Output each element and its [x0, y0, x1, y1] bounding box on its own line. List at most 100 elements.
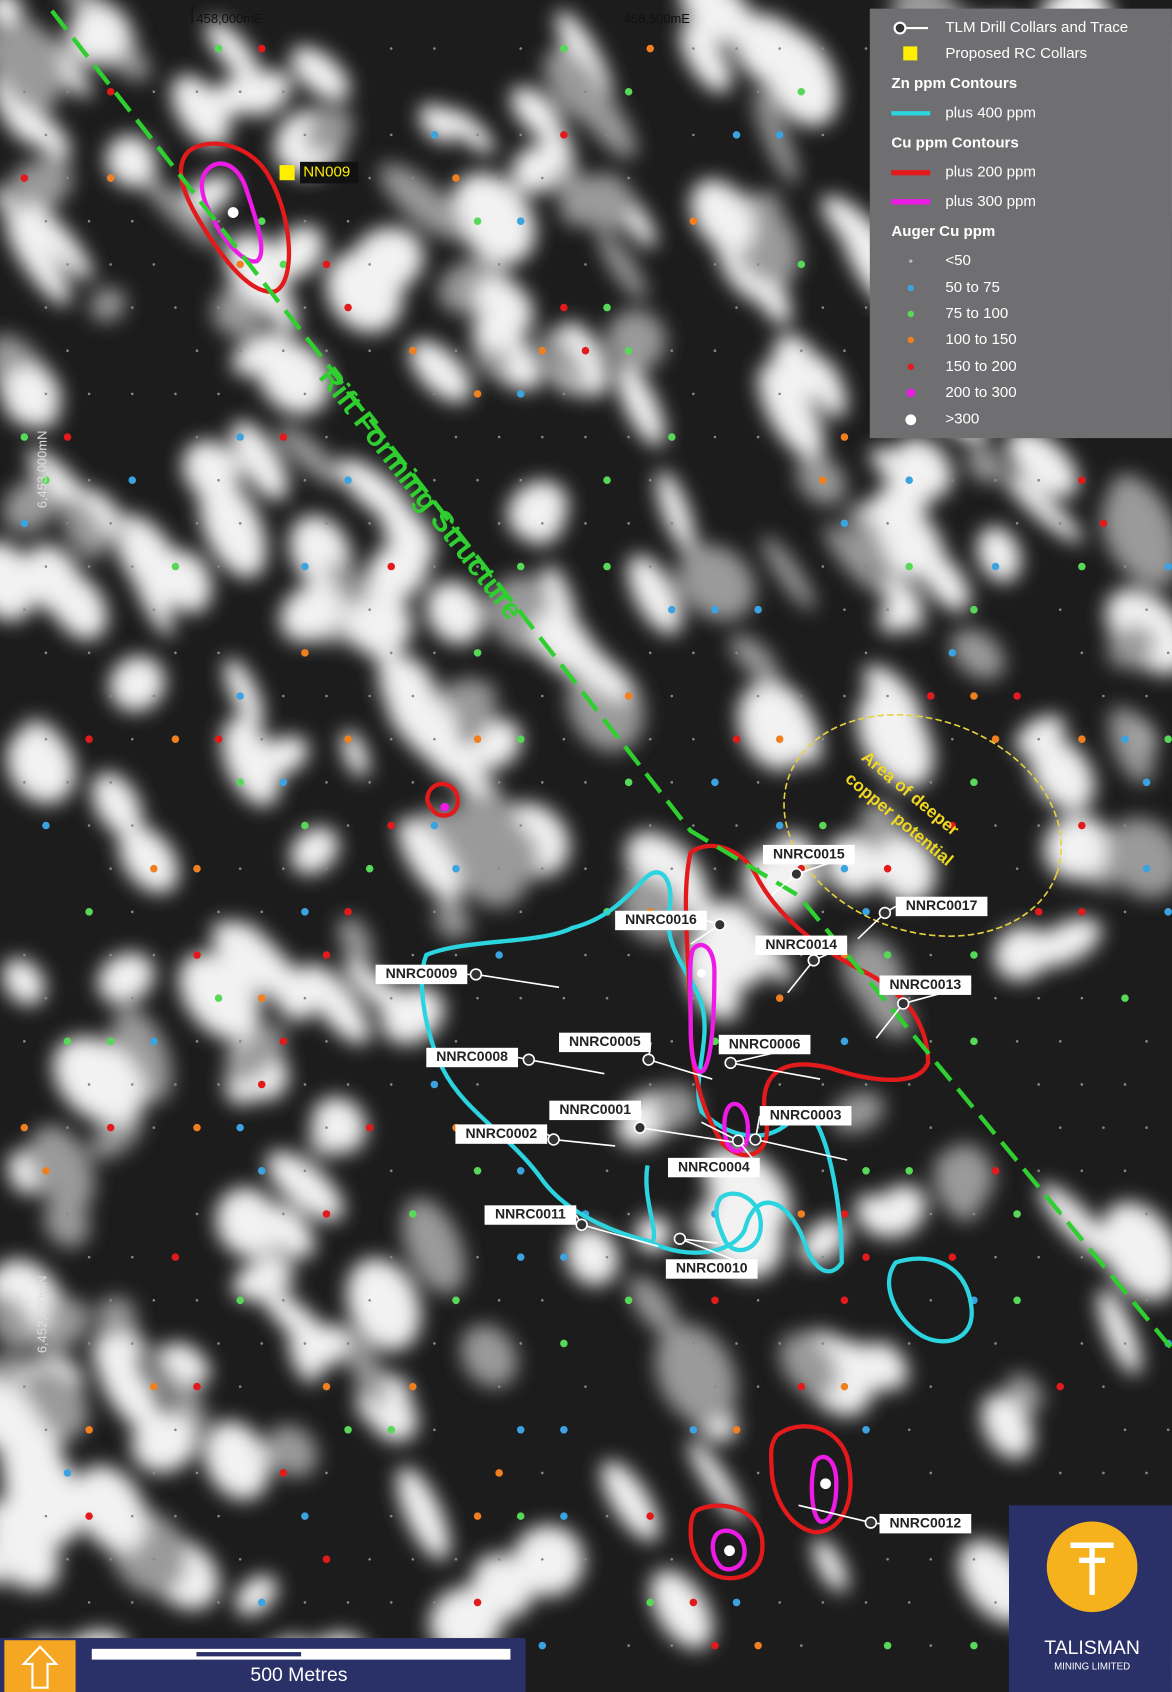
auger-point — [109, 867, 112, 870]
auger-point — [948, 649, 957, 657]
auger-point — [346, 565, 350, 568]
auger-point — [322, 260, 331, 269]
auger-point — [648, 478, 652, 482]
auger-point — [44, 1428, 48, 1432]
auger-point — [1145, 1212, 1148, 1216]
image-blob — [90, 287, 126, 322]
auger-point — [864, 306, 868, 309]
auger-point — [85, 1512, 93, 1520]
hole-label-box — [668, 1157, 760, 1178]
auger-point — [605, 737, 609, 741]
auger-point — [560, 44, 568, 53]
auger-point — [433, 1342, 436, 1345]
image-blob — [89, 1113, 143, 1159]
auger-point — [63, 1037, 72, 1046]
auger-point — [87, 1255, 91, 1259]
auger-point — [214, 44, 223, 53]
drill-collar — [864, 1516, 878, 1529]
auger-point — [756, 1471, 760, 1475]
auger-point — [109, 953, 112, 957]
auger-point — [1166, 1428, 1170, 1432]
auger-point — [713, 349, 717, 352]
auger-point — [325, 867, 328, 870]
auger-point — [994, 478, 997, 482]
auger-point — [735, 824, 738, 827]
auger-point — [864, 565, 868, 568]
auger-point — [389, 996, 393, 1000]
hole-label: NNRC0017 — [906, 897, 978, 913]
auger-point — [1078, 821, 1086, 830]
image-blob — [109, 655, 165, 712]
auger-point — [516, 562, 525, 571]
auger-point — [195, 1471, 199, 1475]
image-blob — [863, 665, 922, 727]
auger-point — [756, 1298, 760, 1302]
auger-point — [646, 1512, 654, 1520]
auger-point — [497, 522, 501, 525]
image-blob — [655, 1324, 737, 1425]
auger-point — [821, 1169, 825, 1173]
auger-point — [560, 1426, 568, 1434]
auger-point — [454, 1040, 458, 1043]
legend-symbol — [909, 259, 913, 263]
auger-point — [109, 263, 112, 266]
image-blob — [762, 536, 815, 610]
image-blob — [772, 334, 822, 401]
auger-point — [411, 1040, 415, 1043]
auger-point — [1121, 994, 1129, 1002]
auger-point — [454, 349, 458, 352]
auger-point — [497, 1557, 501, 1561]
auger-point — [66, 522, 69, 525]
drill-trace — [553, 1138, 616, 1147]
auger-point — [44, 1514, 48, 1518]
auger-point — [624, 87, 633, 96]
auger-point — [106, 174, 115, 182]
image-blob — [1007, 429, 1079, 498]
drill-collar — [633, 1121, 647, 1134]
image-blob — [126, 542, 173, 637]
auger-point — [454, 435, 458, 439]
auger-point — [344, 735, 352, 743]
auger-point — [948, 1253, 957, 1261]
auger-point — [1142, 778, 1151, 787]
auger-point — [150, 1382, 158, 1391]
image-blob — [409, 339, 472, 403]
auger-point — [130, 392, 134, 396]
auger-point — [303, 478, 307, 482]
auger-point — [454, 694, 458, 698]
auger-point — [584, 90, 587, 94]
auger-point — [279, 1469, 288, 1477]
auger-point — [775, 131, 784, 139]
drill-trace — [798, 1504, 872, 1524]
image-blob — [326, 561, 368, 606]
auger-point — [907, 1601, 911, 1604]
auger-point — [452, 864, 460, 873]
auger-point — [85, 908, 93, 916]
drill-collar — [878, 906, 892, 920]
auger-point — [775, 994, 784, 1002]
auger-point — [886, 608, 889, 611]
auger-point — [217, 478, 220, 482]
image-blob — [346, 1258, 421, 1351]
auger-point — [433, 565, 436, 568]
drill-trace — [528, 1058, 605, 1075]
auger-point — [87, 824, 91, 827]
hole-label-box — [455, 1124, 548, 1144]
auger-point — [1015, 1040, 1019, 1043]
auger-point — [711, 778, 719, 787]
auger-point — [692, 47, 695, 50]
auger-point — [325, 694, 328, 698]
auger-point — [1080, 1169, 1084, 1173]
image-blob — [288, 1332, 320, 1384]
image-blob — [231, 420, 289, 501]
auger-point — [109, 1557, 112, 1561]
auger-point — [20, 519, 29, 528]
auger-point — [1123, 1169, 1127, 1173]
auger-point — [692, 133, 695, 137]
auger-point — [756, 90, 760, 94]
auger-point — [1080, 1342, 1084, 1345]
auger-point — [433, 910, 436, 914]
auger-point — [130, 306, 134, 309]
